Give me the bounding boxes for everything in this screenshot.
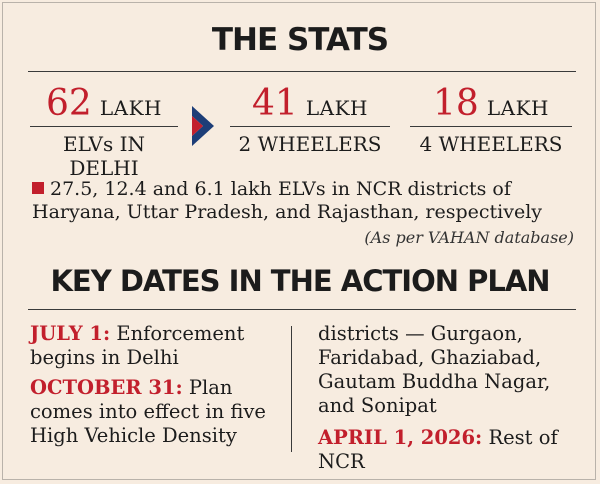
stat-unit: LAKH bbox=[305, 96, 368, 120]
date-label: OCTOBER 31: bbox=[30, 376, 183, 399]
date-text: Plan comes into effect in five High Vehi… bbox=[30, 376, 266, 447]
date-label: JULY 1: bbox=[30, 322, 111, 345]
stat-unit: LAKH bbox=[99, 96, 162, 120]
ncr-note: 27.5, 12.4 and 6.1 lakh ELVs in NCR dist… bbox=[32, 178, 592, 224]
stat-elvs-delhi: 62 LAKH ELVs IN DELHI bbox=[30, 83, 178, 180]
stat-four-wheelers: 18 LAKH 4 WHEELERS bbox=[410, 83, 572, 156]
stat-label: ELVs IN DELHI bbox=[63, 132, 145, 180]
dates-left-column: JULY 1: Enforcement begins in Delhi OCTO… bbox=[30, 322, 280, 448]
column-divider bbox=[291, 326, 292, 452]
action-plan-title: KEY DATES IN THE ACTION PLAN bbox=[50, 264, 550, 298]
stat-label: 2 WHEELERS bbox=[238, 132, 382, 156]
date-entry-continued: districts — Gurgaon, Faridabad, Ghaziaba… bbox=[318, 322, 551, 417]
date-text: Enforcement begins in Delhi bbox=[30, 322, 245, 369]
stat-two-wheelers: 41 LAKH 2 WHEELERS bbox=[230, 83, 390, 156]
stat-number: 41 bbox=[252, 83, 298, 124]
infographic-frame bbox=[2, 2, 596, 480]
stats-title: THE STATS bbox=[211, 22, 389, 58]
stat-label: 4 WHEELERS bbox=[419, 132, 563, 156]
stat-unit: LAKH bbox=[486, 96, 549, 120]
stat-underline bbox=[230, 126, 390, 127]
ncr-note-text: 27.5, 12.4 and 6.1 lakh ELVs in NCR dist… bbox=[32, 178, 543, 223]
date-entry-july-1: JULY 1: Enforcement begins in Delhi bbox=[30, 322, 280, 370]
date-entry-october-31: OCTOBER 31: Plan comes into effect in fi… bbox=[30, 376, 280, 448]
stats-title-rule bbox=[28, 71, 576, 72]
date-text: Rest of NCR bbox=[318, 426, 558, 473]
dates-right-column: districts — Gurgaon, Faridabad, Ghaziaba… bbox=[318, 322, 578, 474]
action-plan-rule bbox=[28, 309, 576, 310]
source-note: (As per VAHAN database) bbox=[364, 228, 574, 247]
stat-number: 62 bbox=[46, 83, 92, 124]
square-bullet-icon bbox=[32, 182, 44, 194]
stat-underline bbox=[410, 126, 572, 127]
stat-underline bbox=[30, 126, 178, 127]
date-label: APRIL 1, 2026: bbox=[318, 426, 483, 449]
date-entry-april-1-2026: APRIL 1, 2026: Rest of NCR bbox=[318, 426, 578, 474]
chevron-right-icon bbox=[192, 106, 214, 146]
stat-number: 18 bbox=[433, 83, 479, 124]
